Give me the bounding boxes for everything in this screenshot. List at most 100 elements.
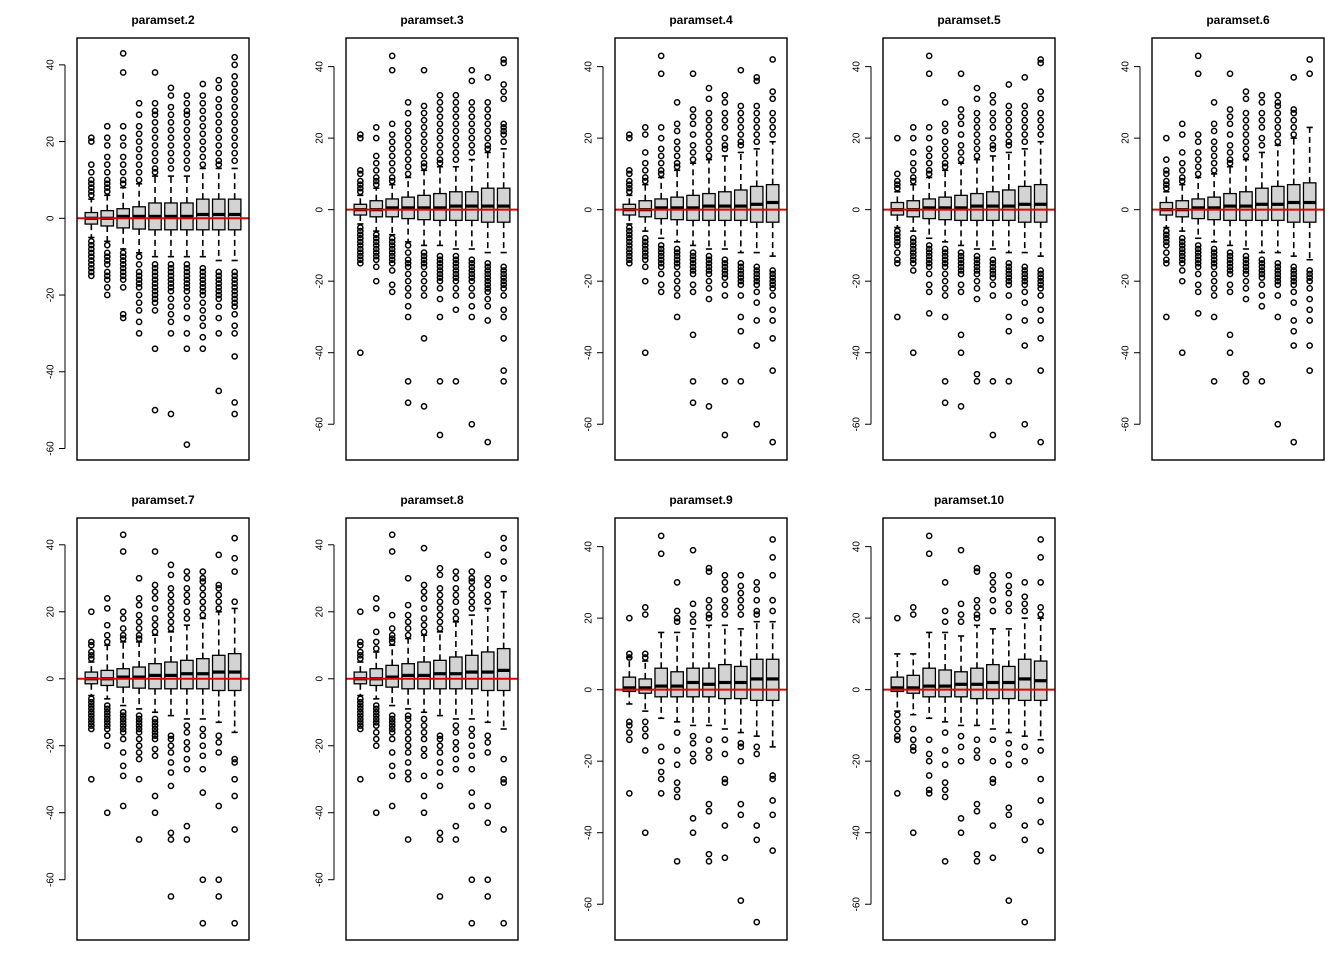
outlier-point [231, 310, 239, 318]
outlier-point [87, 708, 95, 716]
outlier-point [135, 307, 143, 314]
outlier-point [199, 742, 207, 750]
outlier-point [1162, 249, 1170, 256]
outlier-point [673, 99, 681, 106]
outlier-point [404, 618, 412, 626]
outlier-point [721, 274, 729, 281]
outlier-point [199, 578, 207, 585]
outlier-point [1037, 335, 1045, 342]
outlier-point [737, 377, 745, 385]
outlier-point [199, 280, 207, 287]
y-tick-label: 0 [315, 206, 326, 212]
outlier-point [705, 138, 713, 146]
outlier-point [925, 532, 933, 540]
outlier-point [167, 782, 175, 790]
outlier-point [436, 134, 444, 142]
outlier-point [941, 377, 949, 385]
y-tick-label: -40 [315, 345, 326, 360]
outlier-point [484, 288, 492, 296]
outlier-point [753, 267, 761, 274]
outlier-point [151, 291, 159, 299]
outlier-point [893, 170, 901, 178]
outlier-point [1226, 120, 1234, 128]
outlier-point [103, 176, 111, 184]
outlier-point [151, 295, 159, 303]
box-rect [922, 667, 937, 698]
outlier-point [1306, 56, 1314, 63]
outlier-point [893, 238, 901, 246]
outlier-point [973, 614, 981, 622]
outlier-point [1021, 281, 1029, 289]
outlier-point [436, 252, 444, 260]
outlier-point [625, 736, 633, 744]
outlier-point [151, 406, 159, 414]
outlier-point [231, 157, 239, 165]
outlier-point [957, 113, 965, 121]
outlier-point [231, 142, 239, 149]
outlier-point [721, 750, 729, 758]
outlier-point [625, 224, 633, 231]
outlier-point [1005, 109, 1013, 117]
outlier-point [484, 113, 492, 121]
outlier-point [1226, 331, 1234, 339]
outlier-point [231, 119, 239, 126]
outlier-point [721, 779, 729, 786]
outlier-point [372, 249, 380, 256]
outlier-point [673, 163, 681, 171]
box [433, 91, 447, 439]
outlier-point [689, 281, 697, 289]
outlier-point [484, 284, 492, 292]
outlier-point [135, 611, 143, 619]
outlier-point [484, 281, 492, 289]
outlier-point [119, 635, 127, 642]
box [417, 544, 431, 817]
outlier-point [404, 728, 412, 736]
outlier-point [119, 722, 127, 730]
outlier-point [737, 596, 745, 604]
outlier-point [769, 131, 777, 138]
outlier-point [989, 431, 997, 439]
outlier-point [404, 611, 412, 619]
outlier-point [1274, 281, 1282, 289]
outlier-point [941, 263, 949, 271]
outlier-point [119, 168, 127, 176]
outlier-point [420, 335, 428, 342]
outlier-point [1210, 252, 1218, 260]
outlier-point [657, 134, 665, 142]
outlier-point [673, 249, 681, 256]
outlier-point [1005, 811, 1013, 819]
panel-title: paramset.2 [131, 13, 195, 27]
outlier-point [135, 725, 143, 733]
outlier-point [657, 145, 665, 153]
outlier-point [87, 138, 95, 145]
outlier-point [625, 238, 633, 246]
outlier-point [452, 722, 460, 730]
outlier-point [737, 124, 745, 131]
outlier-point [199, 876, 207, 884]
outlier-point [87, 272, 95, 280]
outlier-point [231, 88, 239, 96]
outlier-point [151, 605, 159, 612]
outlier-point [420, 292, 428, 299]
outlier-point [404, 242, 412, 249]
outlier-point [388, 234, 396, 242]
outlier-point [909, 242, 917, 249]
outlier-point [909, 134, 917, 142]
outlier-point [753, 611, 761, 618]
outlier-point [1226, 249, 1234, 256]
outlier-point [1242, 370, 1250, 378]
box [132, 574, 146, 843]
outlier-point [388, 802, 396, 810]
outlier-point [673, 259, 681, 267]
outlier-point [657, 270, 665, 278]
outlier-point [1021, 288, 1029, 296]
outlier-point [167, 134, 175, 142]
outlier-point [183, 157, 191, 165]
outlier-point [231, 410, 239, 418]
outlier-point [356, 648, 364, 656]
outlier-point [468, 578, 476, 585]
outlier-point [103, 257, 111, 264]
outlier-point [199, 107, 207, 115]
outlier-point [1005, 897, 1013, 905]
y-tick-label: 0 [852, 206, 863, 212]
